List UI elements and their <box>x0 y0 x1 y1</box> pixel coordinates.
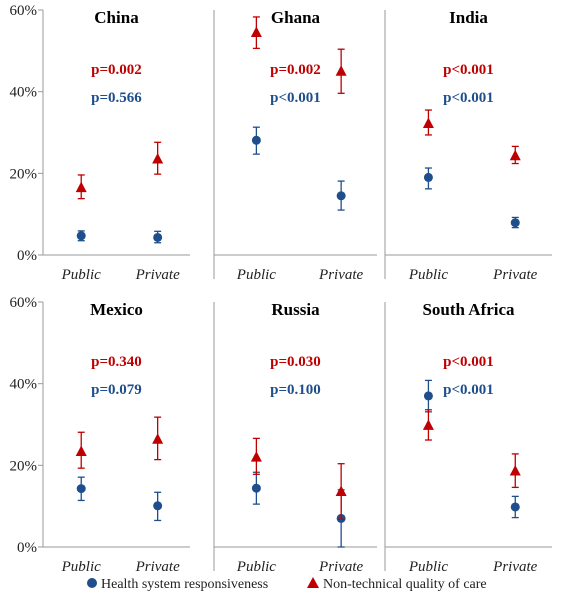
quality-point <box>75 445 87 456</box>
legend-quality-marker <box>307 577 319 588</box>
category-label: Public <box>61 559 101 575</box>
responsiveness-point <box>336 191 346 201</box>
y-tick-label: 20% <box>10 458 38 474</box>
y-tick-label: 40% <box>10 85 38 101</box>
p-value-quality: p=0.340 <box>91 354 142 370</box>
quality-point <box>335 65 347 76</box>
quality-point <box>509 465 521 476</box>
y-tick-label: 60% <box>10 3 38 19</box>
category-label: Public <box>236 267 276 283</box>
y-tick-label: 40% <box>10 377 38 393</box>
panel-title: Mexico <box>90 300 143 319</box>
p-value-quality: p<0.001 <box>443 354 494 370</box>
p-value-responsiveness: p=0.566 <box>91 90 142 106</box>
category-label: Private <box>135 267 180 283</box>
panel-title: Russia <box>271 300 320 319</box>
category-label: Private <box>318 559 363 575</box>
quality-point <box>422 117 434 129</box>
p-value-quality: p=0.030 <box>270 354 321 370</box>
quality-point <box>422 419 434 430</box>
quality-point <box>75 181 87 193</box>
legend-responsiveness-marker <box>87 578 97 588</box>
p-value-quality: p=0.002 <box>270 62 321 78</box>
panel-title: China <box>94 8 139 27</box>
responsiveness-point <box>153 501 163 511</box>
category-label: Public <box>61 267 101 283</box>
responsiveness-point <box>510 218 520 228</box>
p-value-responsiveness: p=0.079 <box>91 382 142 398</box>
category-label: Public <box>408 559 448 575</box>
quality-point <box>335 485 347 496</box>
y-tick-label: 20% <box>10 166 38 182</box>
quality-point <box>250 26 262 37</box>
responsiveness-point <box>251 135 261 145</box>
quality-point <box>509 149 521 161</box>
p-value-responsiveness: p<0.001 <box>443 90 494 106</box>
category-label: Public <box>408 267 448 283</box>
panel-title: South Africa <box>422 300 515 319</box>
responsiveness-point <box>76 231 86 241</box>
p-value-responsiveness: p<0.001 <box>270 90 321 106</box>
responsiveness-point <box>153 232 163 242</box>
responsiveness-point <box>423 391 433 401</box>
category-label: Private <box>492 267 537 283</box>
y-tick-label: 60% <box>10 295 38 311</box>
responsiveness-point <box>76 484 86 494</box>
p-value-responsiveness: p<0.001 <box>443 382 494 398</box>
legend-responsiveness-label: Health system responsiveness <box>101 577 268 592</box>
responsiveness-point <box>510 502 520 512</box>
legend-quality-label: Non-technical quality of care <box>323 577 487 592</box>
y-tick-label: 0% <box>17 540 37 556</box>
quality-point <box>250 451 262 462</box>
category-label: Public <box>236 559 276 575</box>
category-label: Private <box>318 267 363 283</box>
category-label: Private <box>135 559 180 575</box>
p-value-quality: p<0.001 <box>443 62 494 78</box>
y-tick-label: 0% <box>17 248 37 264</box>
panel-title: Ghana <box>271 8 321 27</box>
p-value-quality: p=0.002 <box>91 62 142 78</box>
p-value-responsiveness: p=0.100 <box>270 382 321 398</box>
responsiveness-point <box>423 172 433 182</box>
quality-point <box>152 433 164 444</box>
category-label: Private <box>492 559 537 575</box>
responsiveness-point <box>251 483 261 493</box>
quality-point <box>152 153 164 164</box>
panel-title: India <box>449 8 488 27</box>
